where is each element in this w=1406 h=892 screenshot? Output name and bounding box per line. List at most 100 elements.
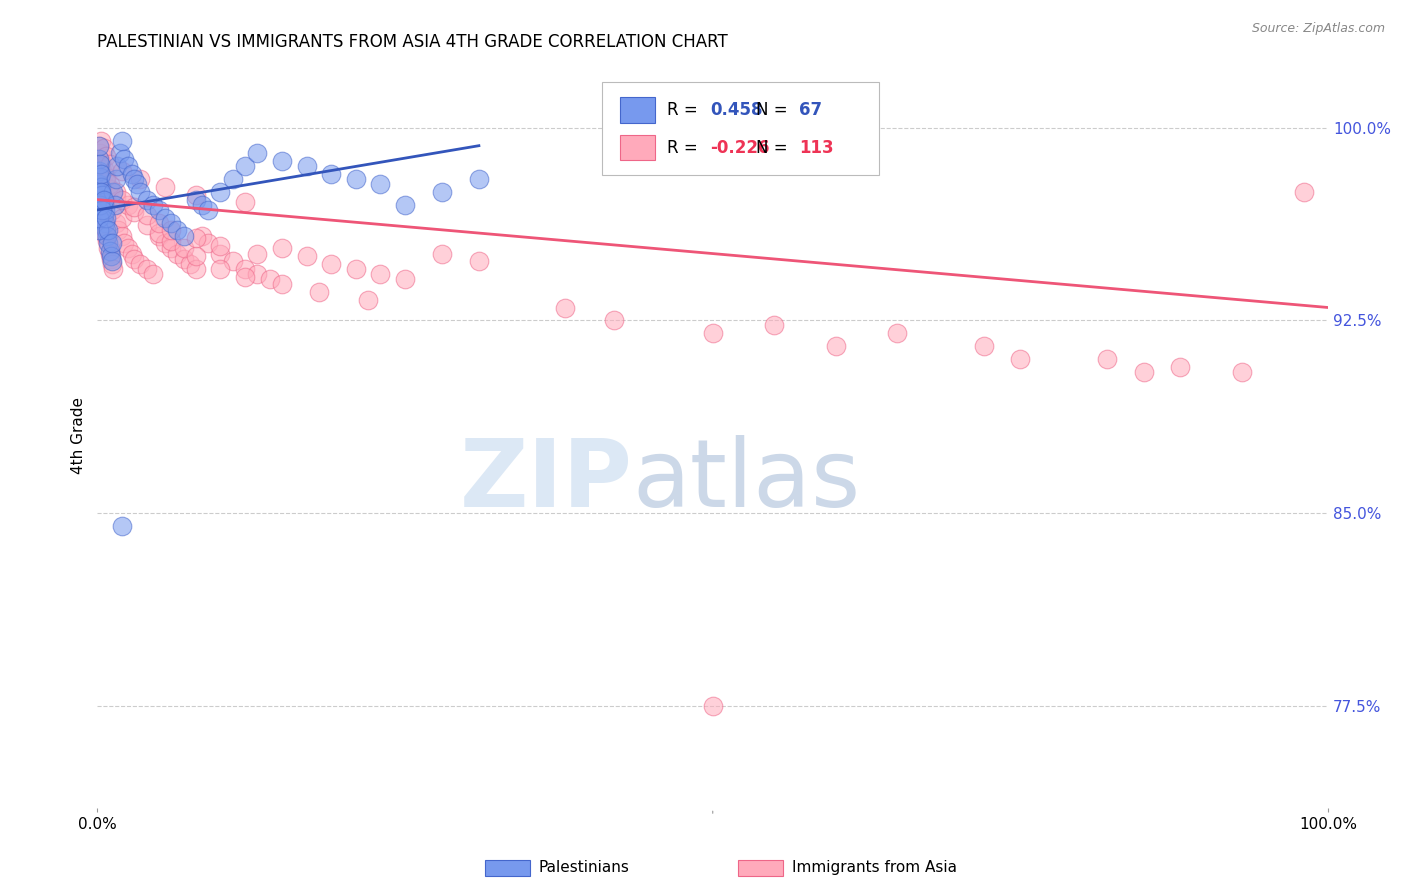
Point (89, 185, 111, 199)
Point (96, 234, 118, 248)
Point (153, 211, 176, 225)
Point (87, 164, 110, 178)
Point (87, 152, 110, 166)
Point (121, 167, 143, 181)
Point (93, 216, 115, 230)
Point (111, 193, 134, 207)
Point (93, 167, 115, 181)
Point (209, 239, 232, 253)
Point (111, 228, 134, 243)
Point (87, 211, 110, 225)
Point (98, 178, 121, 192)
Text: PALESTINIAN VS IMMIGRANTS FROM ASIA 4TH GRADE CORRELATION CHART: PALESTINIAN VS IMMIGRANTS FROM ASIA 4TH … (97, 33, 728, 51)
Text: atlas: atlas (633, 434, 860, 526)
Point (89, 172, 111, 186)
Point (87, 138, 110, 153)
Point (321, 257, 343, 271)
Point (233, 159, 256, 173)
Point (93, 216, 115, 230)
Point (153, 236, 176, 251)
Point (117, 159, 139, 173)
Point (124, 172, 146, 186)
Point (160, 242, 183, 256)
Point (108, 146, 131, 161)
Point (91, 202, 114, 217)
Point (104, 216, 127, 230)
Point (97, 236, 120, 251)
Point (103, 262, 125, 277)
Point (142, 198, 165, 212)
Point (135, 193, 157, 207)
Point (308, 285, 330, 299)
Point (1292, 185, 1315, 199)
Point (117, 198, 139, 212)
Point (603, 313, 626, 327)
Point (98, 246, 121, 260)
Point (90, 193, 112, 207)
Point (93, 220, 115, 235)
Point (111, 519, 134, 533)
Point (468, 254, 491, 268)
Point (96, 228, 118, 243)
Text: Immigrants from Asia: Immigrants from Asia (792, 861, 956, 875)
Point (90, 179, 112, 194)
Point (121, 246, 143, 260)
Point (197, 202, 219, 217)
Point (1132, 365, 1154, 379)
Point (209, 262, 232, 277)
Point (124, 252, 146, 266)
Point (370, 178, 392, 192)
Point (94, 228, 117, 243)
Point (89, 169, 111, 184)
Point (394, 198, 416, 212)
Text: 113: 113 (799, 138, 834, 156)
Point (111, 164, 134, 178)
Point (394, 272, 416, 286)
Y-axis label: 4th Grade: 4th Grade (72, 398, 86, 475)
Point (90, 205, 112, 219)
Point (94, 211, 117, 225)
Point (87, 138, 110, 153)
Point (90, 134, 112, 148)
Point (107, 223, 129, 237)
Point (87, 178, 110, 192)
Text: 0.458: 0.458 (710, 101, 763, 119)
Point (246, 146, 269, 161)
Point (111, 134, 134, 148)
Point (125, 178, 148, 192)
Point (148, 226, 170, 240)
Point (184, 262, 207, 277)
Point (91, 179, 114, 194)
FancyBboxPatch shape (620, 135, 655, 161)
Point (96, 195, 118, 210)
Point (124, 200, 146, 214)
Point (103, 185, 125, 199)
Point (973, 339, 995, 353)
Point (246, 246, 269, 260)
Point (209, 185, 232, 199)
FancyBboxPatch shape (602, 82, 879, 175)
Point (153, 179, 176, 194)
Point (135, 219, 157, 233)
Point (191, 228, 214, 243)
Point (295, 249, 318, 263)
Point (93, 193, 115, 207)
Point (430, 185, 453, 199)
Point (90, 185, 112, 199)
Point (209, 246, 232, 260)
Point (135, 208, 157, 222)
Point (112, 236, 135, 251)
Text: Source: ZipAtlas.com: Source: ZipAtlas.com (1251, 22, 1385, 36)
Point (97, 223, 120, 237)
Point (87, 178, 110, 192)
Point (321, 167, 343, 181)
Point (87, 164, 110, 178)
Point (271, 277, 294, 292)
Point (1230, 365, 1253, 379)
Point (191, 198, 214, 212)
Point (93, 202, 115, 217)
Point (90, 193, 112, 207)
Point (93, 195, 115, 210)
Point (702, 698, 724, 713)
Point (117, 242, 139, 256)
